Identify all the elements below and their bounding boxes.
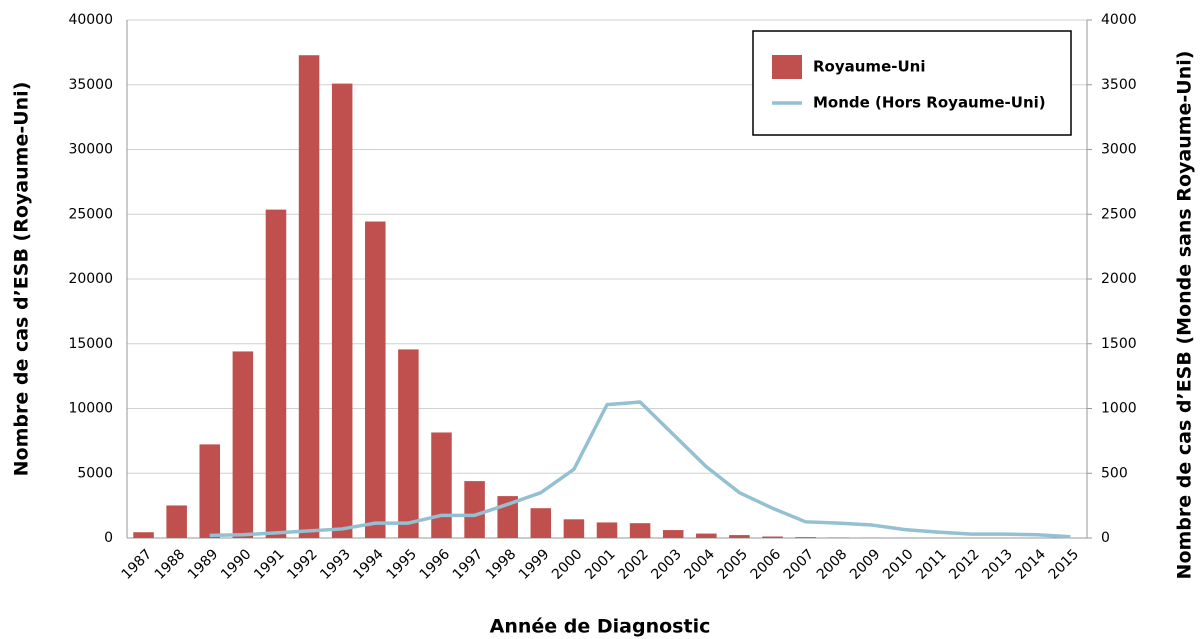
y2-tick-label: 500 bbox=[1101, 465, 1128, 481]
bar bbox=[696, 533, 717, 538]
y2-tick-label: 2500 bbox=[1101, 206, 1137, 222]
x-tick-label: 2013 bbox=[979, 546, 1016, 583]
x-tick-label: 2011 bbox=[913, 546, 950, 583]
bar bbox=[530, 508, 552, 538]
legend-box bbox=[752, 30, 1072, 136]
x-tick-label: 1992 bbox=[284, 546, 321, 583]
bar bbox=[365, 221, 386, 538]
x-tick-label: 1990 bbox=[218, 546, 255, 583]
x-tick-label: 2014 bbox=[1012, 546, 1049, 583]
y2-axis-title: Nombre de cas d’ESB (Monde sans Royaume-… bbox=[1174, 51, 1196, 580]
y2-tick-label: 3500 bbox=[1101, 77, 1137, 93]
bar bbox=[662, 530, 684, 538]
y-tick-label: 0 bbox=[104, 530, 113, 546]
x-tick-label: 1987 bbox=[119, 546, 156, 583]
y-tick-label: 35000 bbox=[68, 77, 113, 93]
y2-tick-label: 4000 bbox=[1101, 12, 1137, 28]
y2-tick-label: 3000 bbox=[1101, 142, 1137, 158]
bar bbox=[729, 535, 750, 538]
x-tick-label: 2007 bbox=[781, 546, 818, 583]
x-tick-label: 1993 bbox=[317, 546, 354, 583]
x-tick-label: 2010 bbox=[880, 546, 917, 583]
bar bbox=[629, 523, 651, 538]
bar bbox=[232, 351, 254, 538]
x-axis-title: Année de Diagnostic bbox=[490, 616, 711, 638]
x-tick-label: 2003 bbox=[648, 546, 685, 583]
x-tick-label: 1995 bbox=[384, 546, 421, 583]
legend-swatch bbox=[772, 55, 802, 79]
y-tick-label: 20000 bbox=[68, 271, 113, 287]
y2-tick-label: 2000 bbox=[1101, 271, 1137, 287]
legend-label: Monde (Hors Royaume-Uni) bbox=[813, 94, 1046, 112]
bar bbox=[431, 432, 452, 538]
x-tick-label: 2004 bbox=[681, 546, 718, 583]
x-tick-label: 2012 bbox=[946, 546, 983, 583]
bar bbox=[199, 444, 221, 538]
bar bbox=[596, 522, 618, 538]
y-tick-label: 5000 bbox=[77, 465, 113, 481]
bar bbox=[464, 481, 485, 538]
bar bbox=[795, 537, 816, 538]
x-tick-label: 2006 bbox=[748, 546, 785, 583]
y-tick-label: 25000 bbox=[68, 206, 113, 222]
y2-tick-label: 1500 bbox=[1101, 336, 1137, 352]
y-tick-label: 15000 bbox=[68, 336, 113, 352]
x-tick-label: 1999 bbox=[516, 546, 553, 583]
x-tick-label: 2000 bbox=[549, 546, 586, 583]
legend-label: Royaume-Uni bbox=[813, 58, 925, 76]
x-tick-label: 2001 bbox=[582, 546, 619, 583]
x-tick-label: 2005 bbox=[715, 546, 752, 583]
x-tick-label: 1994 bbox=[350, 546, 387, 583]
y-tick-label: 30000 bbox=[68, 142, 113, 158]
bar bbox=[563, 519, 585, 538]
x-tick-label: 1997 bbox=[450, 546, 487, 583]
x-tick-label: 1991 bbox=[251, 546, 288, 583]
x-tick-label: 2002 bbox=[615, 546, 652, 583]
x-tick-label: 2009 bbox=[847, 546, 884, 583]
bar bbox=[265, 209, 287, 538]
bar bbox=[331, 83, 353, 538]
line bbox=[209, 400, 1071, 539]
y2-tick-label: 1000 bbox=[1101, 401, 1137, 417]
bar bbox=[398, 349, 419, 538]
y-tick-label: 40000 bbox=[68, 12, 113, 28]
x-tick-label: 2015 bbox=[1046, 546, 1083, 583]
x-tick-label: 1989 bbox=[185, 546, 222, 583]
bar bbox=[166, 505, 187, 538]
x-tick-label: 1996 bbox=[417, 546, 454, 583]
x-tick-label: 2008 bbox=[814, 546, 851, 583]
bar bbox=[298, 55, 320, 538]
y2-tick-label: 0 bbox=[1101, 530, 1110, 546]
bar bbox=[133, 532, 154, 538]
x-tick-label: 1988 bbox=[152, 546, 189, 583]
x-tick-label: 1998 bbox=[483, 546, 520, 583]
bar bbox=[762, 536, 783, 538]
y-axis-title: Nombre de cas d’ESB (Royaume-Uni) bbox=[11, 82, 33, 477]
y-tick-label: 10000 bbox=[68, 401, 113, 417]
